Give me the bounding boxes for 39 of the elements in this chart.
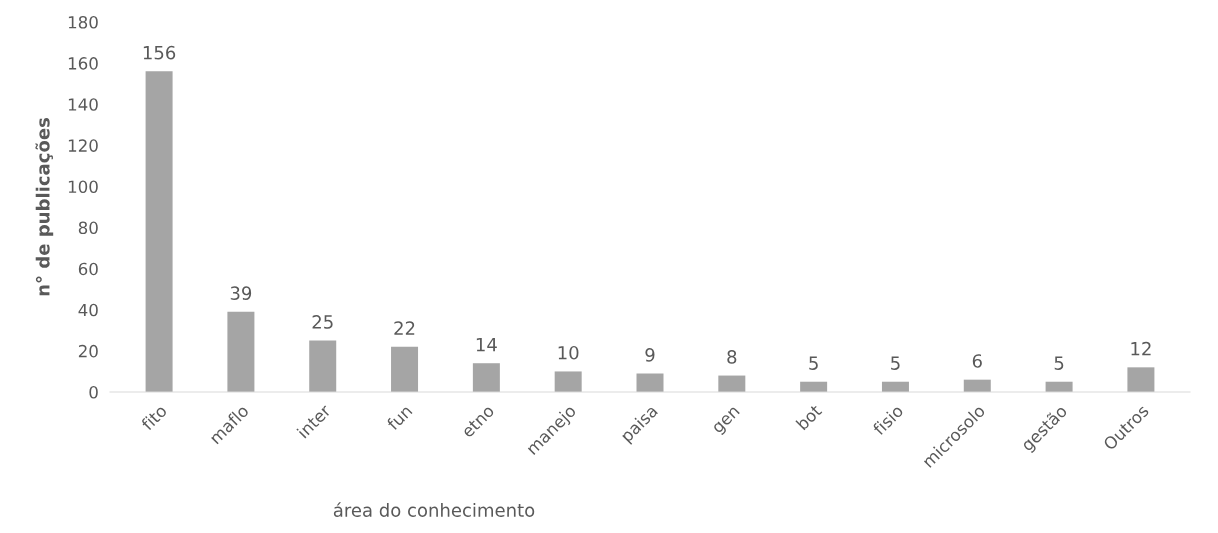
data-label: 10 [558,345,579,360]
y-tick-label: 80 [78,221,98,235]
bar [636,373,664,392]
bar [472,363,500,392]
data-label: 156 [143,45,176,60]
bar [718,375,746,392]
data-label: 8 [727,350,737,364]
x-tick-label: fun [385,404,413,432]
y-tick-label: 0 [89,385,98,399]
y-tick-label: 100 [68,180,98,194]
data-label: 5 [809,356,818,370]
x-tick-label: gen [712,406,743,437]
bar [227,311,255,392]
y-tick-label: 160 [68,57,98,70]
data-label: 22 [394,321,415,335]
data-label: 9 [645,348,655,362]
y-axis-title: n° de publicações [35,118,54,296]
data-label: 12 [1131,341,1151,356]
y-tick-label: 40 [78,303,98,317]
x-tick-label: fito [140,403,168,432]
data-label: 14 [476,337,497,352]
bar [1127,367,1155,392]
bar [554,371,582,392]
data-label: 39 [230,286,252,300]
data-label: 5 [1054,356,1064,370]
x-tick-label: bot [795,403,823,431]
bar [145,71,173,392]
y-tick-label: 120 [68,139,98,152]
bar [309,340,337,392]
y-tick-label: 140 [68,98,98,111]
data-label: 25 [312,315,333,329]
data-label: 6 [972,354,982,368]
y-tick-label: 60 [78,262,98,276]
bar [391,346,419,392]
y-tick-label: 20 [78,344,98,358]
x-axis-title: área do conhecimento [333,502,535,517]
x-tick-label: fisio [871,403,904,437]
data-label: 5 [891,356,900,370]
y-tick-label: 180 [68,15,98,29]
